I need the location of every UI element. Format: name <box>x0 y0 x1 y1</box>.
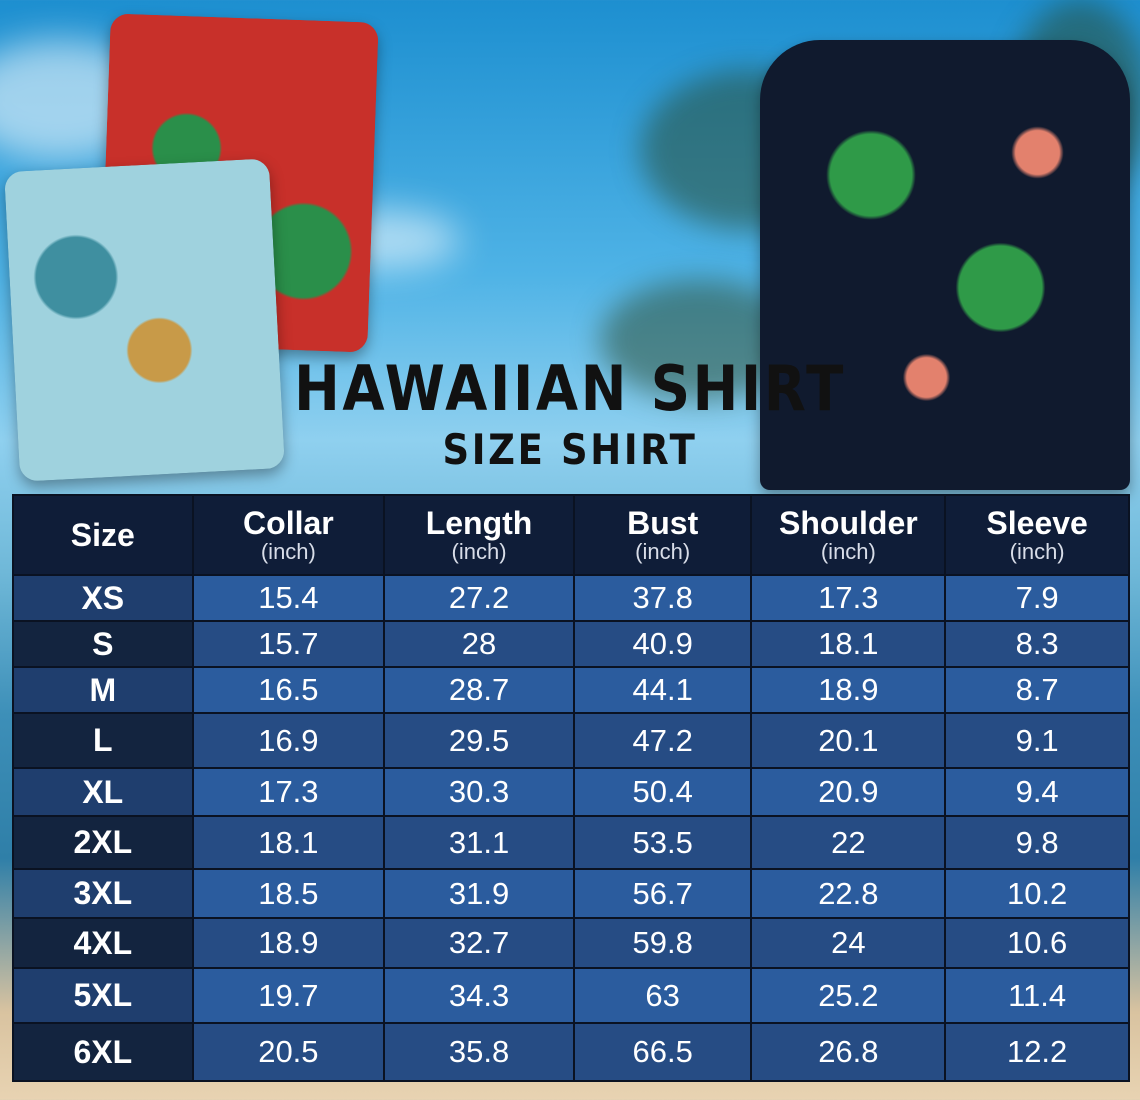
header-unit: (inch) <box>1009 539 1065 564</box>
header-bust: Bust (inch) <box>572 494 753 576</box>
cell-shoulder: 22.8 <box>750 868 947 919</box>
header-label: Collar <box>243 505 334 541</box>
cell-collar: 18.5 <box>191 868 386 919</box>
cell-sleeve: 7.9 <box>944 574 1130 622</box>
header-label: Sleeve <box>986 505 1088 541</box>
cell-sleeve: 10.6 <box>944 917 1130 969</box>
table-row: M 16.5 28.7 44.1 18.9 8.7 <box>12 666 1130 714</box>
header-unit: (inch) <box>451 539 507 564</box>
table-row: XS 15.4 27.2 37.8 17.3 7.9 <box>12 574 1130 622</box>
cell-bust: 37.8 <box>572 574 753 622</box>
cell-sleeve: 9.1 <box>944 712 1130 769</box>
cell-collar: 18.1 <box>191 815 386 870</box>
table-row: 2XL 18.1 31.1 53.5 22 9.8 <box>12 815 1130 870</box>
cell-size: 3XL <box>12 868 194 919</box>
cell-length: 31.1 <box>383 815 575 870</box>
cell-length: 28 <box>383 620 575 668</box>
cell-collar: 18.9 <box>191 917 386 969</box>
cell-shoulder: 17.3 <box>750 574 947 622</box>
model-flamingo-shirt-image <box>760 40 1130 490</box>
cell-length: 28.7 <box>383 666 575 714</box>
cell-shoulder: 22 <box>750 815 947 870</box>
cell-length: 32.7 <box>383 917 575 969</box>
cell-shoulder: 20.1 <box>750 712 947 769</box>
cell-size: 5XL <box>12 967 194 1024</box>
header-label: Shoulder <box>779 505 918 541</box>
cell-shoulder: 20.9 <box>750 767 947 817</box>
cell-size: 2XL <box>12 815 194 870</box>
cell-collar: 20.5 <box>191 1022 386 1082</box>
header-unit: (inch) <box>820 539 876 564</box>
cell-size: XS <box>12 574 194 622</box>
cell-size: S <box>12 620 194 668</box>
cell-length: 35.8 <box>383 1022 575 1082</box>
cell-sleeve: 9.4 <box>944 767 1130 817</box>
cell-sleeve: 9.8 <box>944 815 1130 870</box>
table-row: L 16.9 29.5 47.2 20.1 9.1 <box>12 712 1130 769</box>
header-size: Size <box>12 494 194 576</box>
page-subtitle: SIZE SHIRT <box>442 425 698 474</box>
header-label: Bust <box>627 505 699 541</box>
cell-shoulder: 25.2 <box>750 967 947 1024</box>
cell-bust: 47.2 <box>572 712 753 769</box>
cell-length: 31.9 <box>383 868 575 919</box>
header-sleeve: Sleeve (inch) <box>944 494 1130 576</box>
header-unit: (inch) <box>260 539 316 564</box>
header-unit: (inch) <box>635 539 691 564</box>
cell-collar: 19.7 <box>191 967 386 1024</box>
cell-bust: 44.1 <box>572 666 753 714</box>
cell-collar: 17.3 <box>191 767 386 817</box>
table-row: 6XL 20.5 35.8 66.5 26.8 12.2 <box>12 1022 1130 1082</box>
table-row: S 15.7 28 40.9 18.1 8.3 <box>12 620 1130 668</box>
cell-collar: 16.9 <box>191 712 386 769</box>
cell-collar: 16.5 <box>191 666 386 714</box>
header-row: Size Collar (inch) Length (inch) Bust (inch… <box>12 494 1130 576</box>
cell-size: L <box>12 712 194 769</box>
cell-bust: 59.8 <box>572 917 753 969</box>
cell-shoulder: 26.8 <box>750 1022 947 1082</box>
cell-shoulder: 18.9 <box>750 666 947 714</box>
cell-sleeve: 12.2 <box>944 1022 1130 1082</box>
cell-collar: 15.7 <box>191 620 386 668</box>
cell-length: 34.3 <box>383 967 575 1024</box>
cell-size: M <box>12 666 194 714</box>
table-row: 4XL 18.9 32.7 59.8 24 10.6 <box>12 917 1130 969</box>
cell-bust: 40.9 <box>572 620 753 668</box>
table-row: XL 17.3 30.3 50.4 20.9 9.4 <box>12 767 1130 817</box>
cell-shoulder: 18.1 <box>750 620 947 668</box>
header-label: Length <box>425 505 533 541</box>
cell-length: 30.3 <box>383 767 575 817</box>
cell-sleeve: 8.3 <box>944 620 1130 668</box>
cell-bust: 50.4 <box>572 767 753 817</box>
cell-size: 4XL <box>12 917 194 969</box>
table-row: 5XL 19.7 34.3 63 25.2 11.4 <box>12 967 1130 1024</box>
cell-bust: 66.5 <box>572 1022 753 1082</box>
cell-bust: 53.5 <box>572 815 753 870</box>
cell-bust: 56.7 <box>572 868 753 919</box>
cell-bust: 63 <box>572 967 753 1024</box>
cell-length: 29.5 <box>383 712 575 769</box>
cell-sleeve: 11.4 <box>944 967 1130 1024</box>
cell-shoulder: 24 <box>750 917 947 969</box>
cell-size: 6XL <box>12 1022 194 1082</box>
header-collar: Collar (inch) <box>191 494 386 576</box>
size-chart-table: Size Collar (inch) Length (inch) Bust (inch… <box>12 494 1130 1082</box>
page-title: HAWAIIAN SHIRT <box>294 352 846 425</box>
header-label: Size <box>70 517 135 553</box>
header-shoulder: Shoulder (inch) <box>750 494 947 576</box>
cell-sleeve: 10.2 <box>944 868 1130 919</box>
cell-size: XL <box>12 767 194 817</box>
header-length: Length (inch) <box>383 494 575 576</box>
cell-length: 27.2 <box>383 574 575 622</box>
cell-collar: 15.4 <box>191 574 386 622</box>
table-row: 3XL 18.5 31.9 56.7 22.8 10.2 <box>12 868 1130 919</box>
cell-sleeve: 8.7 <box>944 666 1130 714</box>
